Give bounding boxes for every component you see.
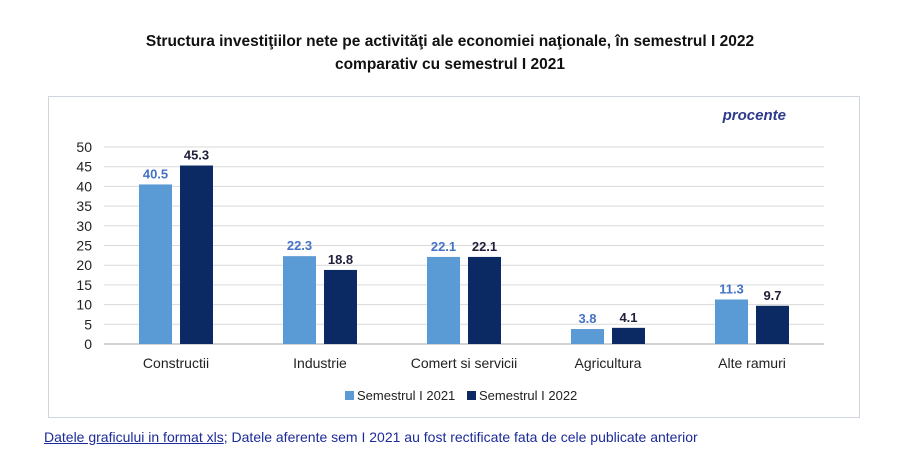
y-tick-label: 35 <box>76 198 92 214</box>
data-label: 18.8 <box>328 252 353 267</box>
y-tick-label: 10 <box>76 297 92 313</box>
x-tick-label: Industrie <box>293 355 347 371</box>
bar-s1-0 <box>139 184 172 344</box>
x-axis: Constructii Industrie Comert si servicii Ag… <box>143 355 786 371</box>
data-label: 40.5 <box>143 166 168 181</box>
xls-data-link[interactable]: Datele graficului in format xls <box>44 429 224 445</box>
unit-label: procente <box>722 107 786 124</box>
legend: Semestrul I 2021 Semestrul I 2022 <box>345 388 577 403</box>
x-tick-label: Alte ramuri <box>718 355 786 371</box>
legend-label: Semestrul I 2021 <box>357 388 455 403</box>
y-tick-label: 40 <box>76 178 92 194</box>
x-tick-label: Comert si servicii <box>411 355 518 371</box>
bar-s1-3 <box>571 329 604 344</box>
bar-s2-1 <box>324 269 357 344</box>
chart-title: Structura investiţiilor nete pe activită… <box>0 30 900 76</box>
legend-label: Semestrul I 2022 <box>479 388 577 403</box>
x-tick-label: Constructii <box>143 355 209 371</box>
y-tick-label: 5 <box>84 316 92 332</box>
y-tick-label: 50 <box>76 139 92 155</box>
data-label: 4.1 <box>619 310 637 325</box>
data-label: 22.1 <box>431 239 456 254</box>
gridlines <box>104 146 824 345</box>
bar-s1-4 <box>715 299 748 344</box>
bar-s2-3 <box>612 327 645 344</box>
bar-s1-2 <box>427 256 460 344</box>
chart-frame <box>48 96 860 418</box>
y-axis: 0 5 10 15 20 25 30 35 40 45 50 <box>76 139 92 352</box>
legend-swatch <box>467 391 476 400</box>
legend-swatch <box>345 391 354 400</box>
bar-s2-4 <box>756 305 789 344</box>
footer-note: ; Datele aferente sem I 2021 au fost rec… <box>223 429 698 445</box>
data-label: 45.3 <box>184 148 209 163</box>
y-tick-label: 30 <box>76 218 92 234</box>
data-label: 22.3 <box>287 238 312 253</box>
y-tick-label: 0 <box>84 336 92 352</box>
footer: Datele graficului in format xls; Datele … <box>44 429 698 445</box>
y-tick-label: 25 <box>76 238 92 254</box>
chart-title-line-2: comparativ cu semestrul I 2021 <box>334 56 566 73</box>
y-tick-label: 45 <box>76 159 92 175</box>
data-label: 3.8 <box>578 311 596 326</box>
bar-s2-2 <box>468 256 501 344</box>
x-tick-label: Agricultura <box>575 355 642 371</box>
chart-title-line-1: Structura investiţiilor nete pe activită… <box>145 33 755 50</box>
data-label: 9.7 <box>763 288 781 303</box>
y-tick-label: 15 <box>76 277 92 293</box>
bar-s1-1 <box>283 256 316 344</box>
data-label: 11.3 <box>719 281 744 296</box>
bars: 40.5 45.3 22.3 18.8 22.1 22.1 3.8 4.1 11.3 9.7 <box>139 148 789 344</box>
y-tick-label: 20 <box>76 257 92 273</box>
data-label: 22.1 <box>472 239 497 254</box>
bar-s2-0 <box>180 165 213 344</box>
